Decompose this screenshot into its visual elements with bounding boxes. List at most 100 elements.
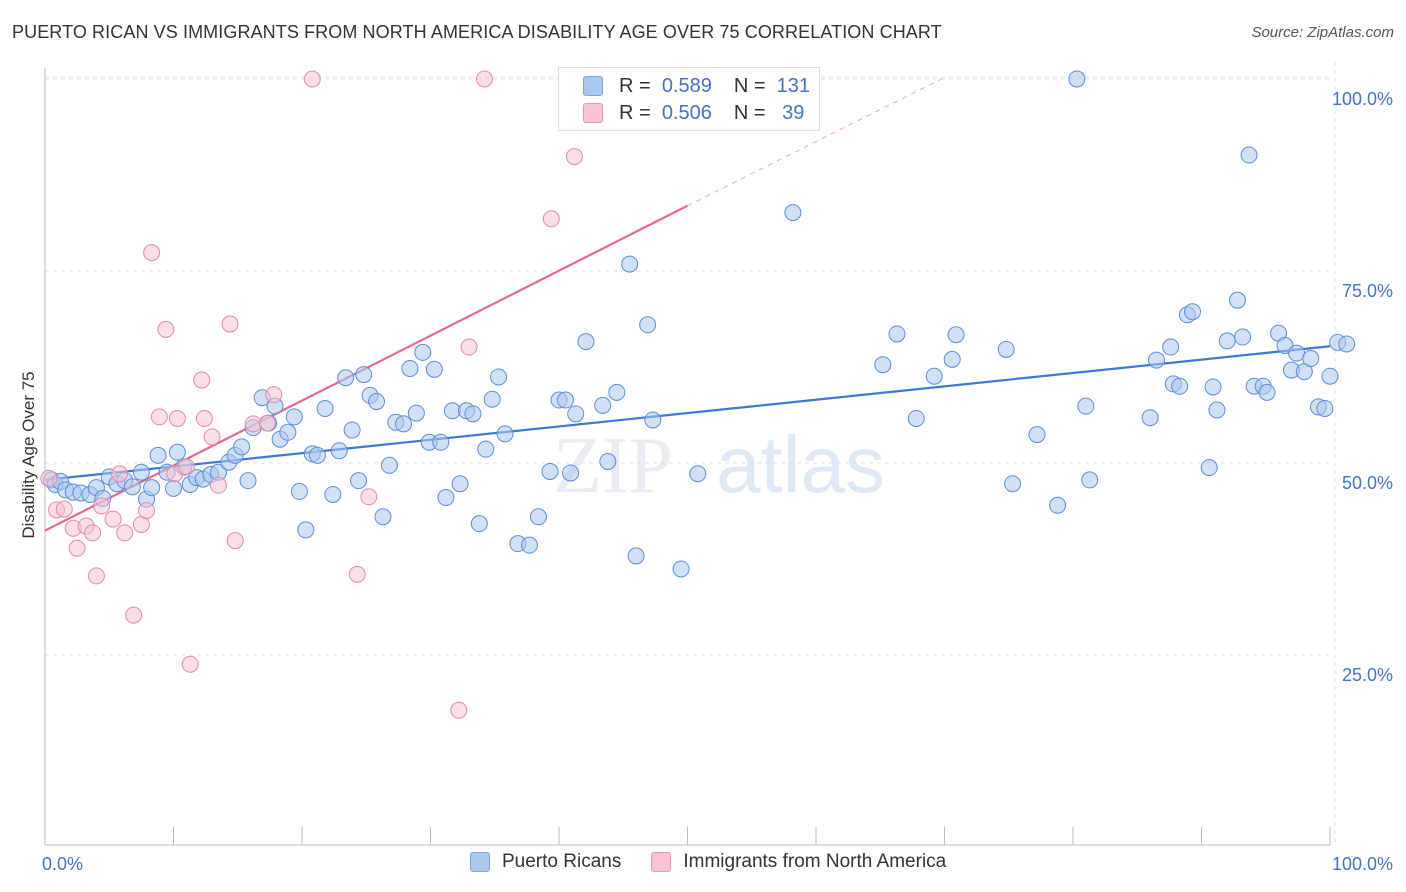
x-tick-label-min: 0.0% [42, 854, 83, 874]
point-puerto-ricans [316, 399, 334, 417]
x-tick-label-max: 100.0% [1332, 854, 1393, 874]
point-immigrants [195, 409, 213, 427]
y-tick-label: 25.0% [1342, 665, 1393, 685]
point-puerto-ricans [239, 472, 257, 490]
stats-row-puerto-ricans: R = 0.589 N = 131 [583, 73, 810, 99]
point-puerto-ricans [451, 475, 469, 493]
y-tick-label: 75.0% [1342, 281, 1393, 301]
point-immigrants [111, 465, 129, 483]
point-immigrants [542, 210, 560, 228]
point-puerto-ricans [290, 482, 308, 500]
point-immigrants [138, 502, 156, 520]
point-puerto-ricans [907, 409, 925, 427]
point-immigrants [93, 497, 111, 515]
point-puerto-ricans [1208, 401, 1226, 419]
point-immigrants [177, 458, 195, 476]
point-puerto-ricans [1258, 383, 1276, 401]
n-label: N = [733, 101, 766, 124]
point-puerto-ricans [577, 333, 595, 351]
point-puerto-ricans [621, 255, 639, 273]
point-immigrants [244, 415, 262, 433]
r-label: R = [619, 74, 651, 97]
point-puerto-ricans [477, 440, 495, 458]
point-puerto-ricans [672, 560, 690, 578]
point-puerto-ricans [279, 423, 297, 441]
source-label: Source: ZipAtlas.com [1251, 24, 1394, 41]
point-immigrants [68, 539, 86, 557]
point-puerto-ricans [556, 391, 574, 409]
point-puerto-ricans [608, 383, 626, 401]
point-puerto-ricans [644, 411, 662, 429]
point-puerto-ricans [149, 446, 167, 464]
point-immigrants [157, 320, 175, 338]
point-immigrants [450, 701, 468, 719]
point-puerto-ricans [437, 489, 455, 507]
point-immigrants [104, 510, 122, 528]
point-puerto-ricans [1081, 471, 1099, 489]
point-puerto-ricans [1077, 397, 1095, 415]
point-puerto-ricans [1218, 332, 1236, 350]
point-puerto-ricans [1162, 338, 1180, 356]
point-puerto-ricans [562, 464, 580, 482]
point-puerto-ricans [520, 536, 538, 554]
y-axis-label: Disability Age Over 75 [19, 371, 38, 538]
point-puerto-ricans [1028, 426, 1046, 444]
point-puerto-ricans [368, 393, 386, 411]
point-immigrants [221, 315, 239, 333]
point-immigrants [475, 70, 493, 88]
chart-title: PUERTO RICAN VS IMMIGRANTS FROM NORTH AM… [12, 22, 942, 42]
swatch-blue [583, 76, 603, 96]
trendline-immigrants-extension [687, 77, 945, 207]
point-immigrants [258, 414, 276, 432]
point-puerto-ricans [285, 408, 303, 426]
point-puerto-ricans [308, 446, 326, 464]
point-immigrants [203, 428, 221, 446]
n-label: N = [733, 74, 766, 97]
n-value: 131 [776, 74, 810, 97]
point-immigrants [193, 371, 211, 389]
legend-swatch-blue [470, 852, 490, 872]
point-puerto-ricans [529, 508, 547, 526]
point-puerto-ricans [337, 369, 355, 387]
point-puerto-ricans [1004, 475, 1022, 493]
point-puerto-ricans [233, 438, 251, 456]
point-puerto-ricans [343, 421, 361, 439]
stats-legend: R = 0.589 N = 131 R = 0.506 N = 39 [558, 67, 820, 131]
point-puerto-ricans [1228, 291, 1246, 309]
point-puerto-ricans [1141, 409, 1159, 427]
point-puerto-ricans [997, 340, 1015, 358]
point-puerto-ricans [639, 316, 657, 334]
point-puerto-ricans [627, 547, 645, 565]
point-immigrants [303, 70, 321, 88]
point-puerto-ricans [123, 478, 141, 496]
point-immigrants [348, 565, 366, 583]
point-immigrants [181, 655, 199, 673]
point-puerto-ricans [541, 462, 559, 480]
stats-row-immigrants: R = 0.506 N = 39 [583, 100, 804, 126]
data-points [40, 70, 1356, 719]
point-puerto-ricans [407, 404, 425, 422]
point-immigrants [265, 386, 283, 404]
point-puerto-ricans [943, 350, 961, 368]
point-puerto-ricans [464, 405, 482, 423]
point-puerto-ricans [350, 472, 368, 490]
point-puerto-ricans [374, 508, 392, 526]
point-immigrants [460, 338, 478, 356]
legend-item-immigrants[interactable]: Immigrants from North America [651, 851, 946, 873]
point-puerto-ricans [888, 325, 906, 343]
point-puerto-ricans [483, 390, 501, 408]
legend-item-puerto-ricans[interactable]: Puerto Ricans [470, 851, 621, 873]
watermark-atlas: atlas [716, 420, 885, 509]
point-puerto-ricans [443, 402, 461, 420]
point-immigrants [209, 476, 227, 494]
point-immigrants [55, 500, 73, 518]
point-puerto-ricans [1240, 146, 1258, 164]
point-immigrants [84, 524, 102, 542]
point-puerto-ricans [1184, 303, 1202, 321]
point-immigrants [116, 524, 134, 542]
point-puerto-ricans [599, 452, 617, 470]
point-puerto-ricans [470, 515, 488, 533]
point-puerto-ricans [324, 485, 342, 503]
point-puerto-ricans [1049, 496, 1067, 514]
point-puerto-ricans [1321, 367, 1339, 385]
